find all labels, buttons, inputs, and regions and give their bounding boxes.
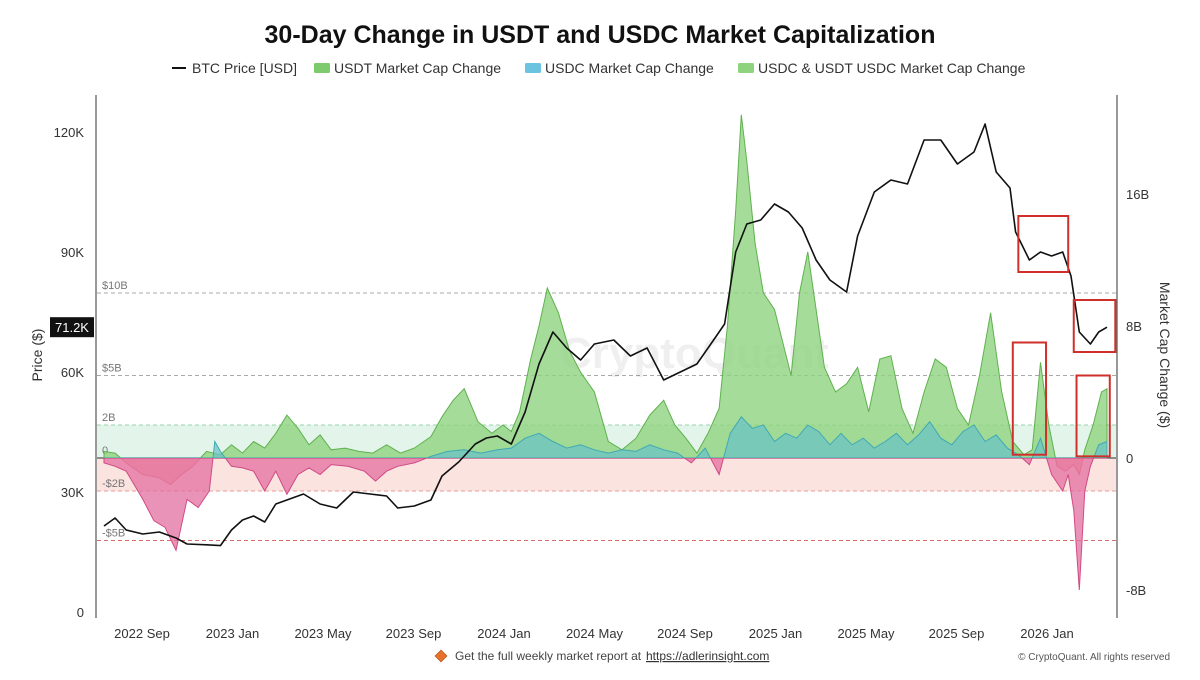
diamond-icon xyxy=(434,649,448,663)
x-tick-label: 2025 May xyxy=(837,626,895,641)
legend-swatch xyxy=(314,63,330,73)
x-tick-label: 2024 May xyxy=(566,626,624,641)
highlight-box-3 xyxy=(1075,374,1111,458)
ref-label-4: -$2B xyxy=(102,478,125,490)
x-tick-label: 2023 Sep xyxy=(386,626,442,641)
legend-item-0[interactable]: BTC Price [USD] xyxy=(172,60,297,76)
legend-label: BTC Price [USD] xyxy=(192,60,297,76)
ref-label-0: $10B xyxy=(102,280,128,292)
current-price-tag-bg xyxy=(50,317,94,338)
usdt-area-positive xyxy=(103,114,1108,458)
chart-legend[interactable]: BTC Price [USD] USDT Market Cap Change USD… xyxy=(172,60,1026,76)
legend-label: USDT Market Cap Change xyxy=(334,60,501,76)
ref-label-3: 0 xyxy=(102,445,108,457)
left-tick-label: 0 xyxy=(77,605,84,620)
plot-area xyxy=(95,95,1118,618)
right-axis-ticks: -8B 0 8B 16B xyxy=(1126,187,1149,598)
x-tick-label: 2023 Jan xyxy=(206,626,260,641)
left-axis-label: Price ($) xyxy=(29,329,45,382)
x-tick-label: 2024 Jan xyxy=(477,626,531,641)
right-tick-label: 8B xyxy=(1126,319,1142,334)
left-axis-ticks: 0 30K 60K 90K 120K xyxy=(54,125,85,620)
highlight-box-2 xyxy=(1011,341,1048,456)
ref-label-1: $5B xyxy=(102,363,122,375)
ref-label-2: 2B xyxy=(102,412,115,424)
btc-price-line xyxy=(103,123,1108,547)
footer: Get the full weekly market report at htt… xyxy=(434,649,1170,663)
legend-label: USDC Market Cap Change xyxy=(545,60,714,76)
reference-lines: $10B $5B 2B 0 -$2B -$5B xyxy=(97,280,1116,541)
footer-report-text: Get the full weekly market report at xyxy=(455,649,642,663)
legend-item-3[interactable]: USDC & USDT USDC Market Cap Change xyxy=(738,60,1026,76)
x-tick-label: 2025 Sep xyxy=(929,626,985,641)
x-tick-label: 2022 Sep xyxy=(114,626,170,641)
ref-label-5: -$5B xyxy=(102,528,125,540)
x-axis-ticks: 2022 Sep 2023 Jan 2023 May 2023 Sep 2024 Jan… xyxy=(114,626,1074,641)
right-tick-label: -8B xyxy=(1126,583,1146,598)
left-tick-label: 120K xyxy=(54,125,85,140)
btc-price-series xyxy=(103,123,1108,547)
x-tick-label: 2026 Jan xyxy=(1020,626,1074,641)
highlight-box-0 xyxy=(1017,215,1070,273)
x-tick-label: 2025 Jan xyxy=(749,626,803,641)
usdc-area-positive xyxy=(103,416,1108,458)
legend-label: USDC & USDT USDC Market Cap Change xyxy=(758,60,1026,76)
legend-item-2[interactable]: USDC Market Cap Change xyxy=(525,60,714,76)
x-tick-label: 2023 May xyxy=(294,626,352,641)
current-price-label: 71.2K xyxy=(55,320,89,335)
right-tick-label: 0 xyxy=(1126,451,1133,466)
legend-swatch xyxy=(738,63,754,73)
footer-report-link[interactable]: https://adlerinsight.com xyxy=(646,649,769,663)
chart-title: 30-Day Change in USDT and USDC Market Ca… xyxy=(265,21,936,49)
right-axis-label: Market Cap Change ($) xyxy=(1157,282,1173,428)
usdc-area-negative xyxy=(103,458,1108,591)
x-tick-label: 2024 Sep xyxy=(657,626,713,641)
legend-item-1[interactable]: USDT Market Cap Change xyxy=(314,60,501,76)
highlight-box-1 xyxy=(1072,299,1117,353)
right-tick-label: 16B xyxy=(1126,187,1149,202)
left-tick-label: 30K xyxy=(61,485,84,500)
current-price-tag: 71.2K xyxy=(50,317,94,338)
highlight-boxes xyxy=(1011,215,1117,458)
market-cap-areas xyxy=(103,114,1108,591)
legend-swatch xyxy=(525,63,541,73)
left-tick-label: 90K xyxy=(61,245,84,260)
left-tick-label: 60K xyxy=(61,365,84,380)
footer-copyright: © CryptoQuant. All rights reserved xyxy=(1018,652,1170,663)
